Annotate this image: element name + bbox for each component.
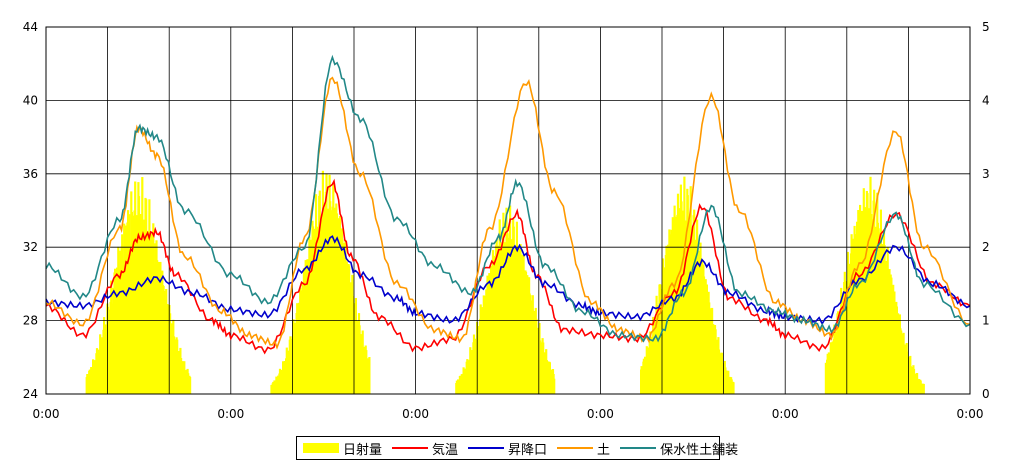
y-right-tick-label: 5 bbox=[982, 20, 990, 34]
y-left-tick-label: 32 bbox=[23, 240, 38, 254]
y-left-tick-label: 44 bbox=[23, 20, 38, 34]
series-line bbox=[45, 235, 971, 326]
legend-item-soil: 土 bbox=[557, 439, 610, 458]
legend-label-entrance: 昇降口 bbox=[508, 442, 548, 458]
x-tick-label: 0:00 bbox=[402, 407, 429, 421]
legend-label-solar: 日射量 bbox=[343, 442, 383, 458]
legend-item-solar: 日射量 bbox=[303, 439, 382, 458]
y-left-tick-label: 24 bbox=[23, 387, 38, 401]
legend-item-paving: 保水性土舗装 bbox=[620, 439, 738, 458]
x-tick-label: 0:00 bbox=[33, 407, 60, 421]
y-left-tick-label: 40 bbox=[23, 93, 38, 107]
legend-swatch-entrance bbox=[468, 447, 505, 449]
solar-bar bbox=[553, 378, 556, 394]
y-right-tick-label: 3 bbox=[982, 167, 990, 181]
y-right-tick-label: 4 bbox=[982, 93, 990, 107]
x-tick-label: 0:00 bbox=[957, 407, 984, 421]
solar-bar bbox=[368, 357, 371, 394]
y-left-tick-label: 28 bbox=[23, 314, 38, 328]
x-tick-label: 0:00 bbox=[772, 407, 799, 421]
y-right-tick-label: 2 bbox=[982, 240, 990, 254]
solar-bar bbox=[189, 377, 192, 394]
legend-swatch-solar bbox=[303, 443, 339, 453]
solar-bar bbox=[922, 383, 925, 394]
legend-swatch-paving bbox=[620, 447, 657, 449]
plot-frame bbox=[45, 26, 971, 395]
legend-item-entrance: 昇降口 bbox=[468, 439, 547, 458]
series-line bbox=[45, 54, 971, 343]
y-left-tick-label: 36 bbox=[23, 167, 38, 181]
legend-label-soil: 土 bbox=[597, 442, 611, 458]
legend: 日射量 気温 昇降口 土 保水性土舗装 bbox=[296, 436, 738, 460]
solar-bar bbox=[732, 382, 735, 394]
y-right-tick-label: 0 bbox=[982, 387, 990, 401]
x-tick-label: 0:00 bbox=[217, 407, 244, 421]
legend-item-air-temp: 気温 bbox=[392, 439, 458, 458]
legend-label-paving: 保水性土舗装 bbox=[660, 442, 739, 458]
legend-label-air-temp: 気温 bbox=[432, 442, 459, 458]
legend-swatch-soil bbox=[557, 447, 594, 449]
x-tick-label: 0:00 bbox=[587, 407, 614, 421]
legend-swatch-air-temp bbox=[392, 447, 429, 449]
y-right-tick-label: 1 bbox=[982, 314, 990, 328]
series-line bbox=[45, 178, 971, 355]
